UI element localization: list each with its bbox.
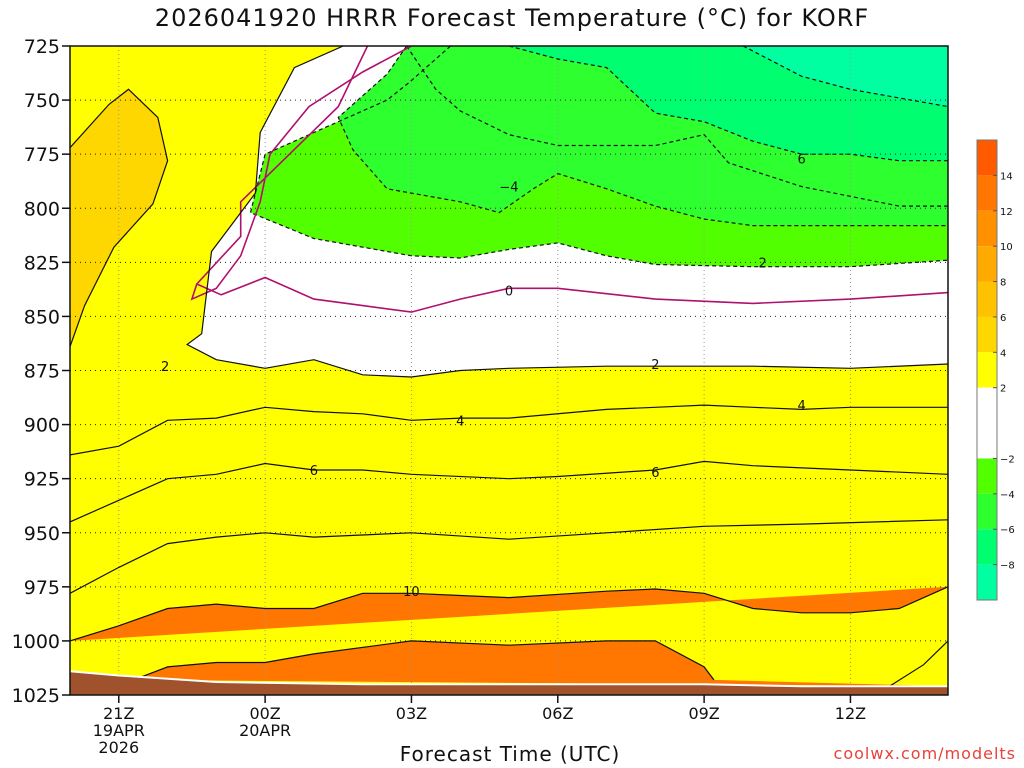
y-tick-label: 950: [24, 523, 60, 545]
isotherm-0: [190, 46, 412, 301]
colorbar-tick-label: −8: [1000, 561, 1015, 572]
contour-label: 2: [161, 360, 169, 375]
colorbar-tick-label: −2: [1000, 454, 1015, 465]
y-tick-label: 925: [24, 469, 60, 491]
contour-label: 6: [798, 152, 806, 167]
isotherm-2: [185, 46, 948, 378]
contour-label: 4: [798, 399, 806, 414]
x-tick-label: 03Z: [396, 704, 427, 723]
colorbar-segment: [977, 458, 997, 494]
x-tick-label: 12Z: [835, 704, 866, 723]
colorbar-segment: [977, 387, 997, 424]
isotherm-12: [133, 640, 715, 681]
grid-lines: [70, 45, 948, 696]
x-tick-label: 19APR: [93, 721, 145, 740]
colorbar-segment: [977, 493, 997, 530]
colorbar-segment: [977, 529, 997, 565]
isotherm-minus-6: [508, 46, 948, 162]
colorbar-segment: [977, 246, 997, 282]
credit-text: coolwx.com/modelts: [833, 744, 1016, 763]
contour-label: 2: [759, 256, 767, 271]
isotherm-8: [70, 519, 948, 594]
x-tick-label: 20APR: [239, 721, 291, 740]
y-tick-label: 1000: [12, 631, 60, 653]
colorbar-segment: [977, 564, 997, 600]
x-tick-label: 09Z: [688, 704, 719, 723]
isotherm-6: [70, 460, 948, 523]
contour-label: 2: [651, 358, 659, 373]
x-tick-label: 00Z: [249, 704, 280, 723]
fill-minus-8-10: [743, 46, 948, 107]
isotherm-4: [70, 404, 948, 456]
y-tick-label: 800: [24, 198, 60, 220]
colorbar-tick-label: 2: [1000, 384, 1006, 395]
y-tick-label: 900: [24, 415, 60, 437]
y-tick-label: 775: [24, 144, 60, 166]
colorbar-tick-label: 14: [1000, 171, 1013, 182]
x-tick-label: 21Z: [103, 704, 134, 723]
colorbar-segment: [977, 140, 997, 176]
y-tick-label: 825: [24, 252, 60, 274]
y-tick-label: 875: [24, 361, 60, 383]
contour-label: 0: [505, 284, 513, 299]
colorbar-tick-label: −6: [1000, 525, 1015, 536]
y-tick-label: 850: [24, 306, 60, 328]
isotherm-lines: [70, 46, 948, 687]
contour-label: 6: [310, 464, 318, 479]
fill-2-4: [70, 46, 948, 695]
ground-layer: [70, 670, 948, 695]
y-axis: 725 750 775 800 825 850 875 900 925 950 975 1000 102…: [12, 36, 70, 707]
colorbar-segment: [977, 316, 997, 353]
colorbar-segment: [977, 281, 997, 317]
colorbar-tick-label: 8: [1000, 278, 1006, 289]
x-tick-label: 2026: [98, 738, 139, 757]
isotherm-10: [70, 586, 948, 642]
colorbar: 14 12 10 8 6 4 2 −2 −4 −6 −8: [976, 139, 1015, 601]
y-tick-label: 975: [24, 577, 60, 599]
isotherm-0: [196, 276, 948, 313]
colorbar-tick-label: 4: [1000, 348, 1006, 359]
colorbar-frame: [976, 139, 998, 601]
x-axis-label: Forecast Time (UTC): [399, 742, 621, 766]
colorbar-tick-label: 6: [1000, 313, 1006, 324]
colorbar-tick-label: 12: [1000, 207, 1013, 218]
colorbar-tick-label: 10: [1000, 242, 1013, 253]
colorbar-segment: [977, 423, 997, 459]
isotherm-minus-6: [742, 46, 948, 108]
chart-title: 2026041920 HRRR Forecast Temperature (°C…: [154, 4, 870, 32]
x-tick-label: 06Z: [542, 704, 573, 723]
y-tick-label: 725: [24, 36, 60, 58]
fill-12-14-edge: [133, 640, 948, 687]
isotherm-minus-4: [337, 46, 948, 227]
colorbar-segment: [977, 352, 997, 388]
y-tick-label: 750: [24, 90, 60, 112]
colorbar-tick-label: −4: [1000, 490, 1015, 501]
contour-labels: 2 0 2 4 4 6 6 10 −4 6 2: [161, 152, 806, 600]
isotherm-4: [70, 88, 169, 347]
colorbar-segment: [977, 175, 997, 211]
colorbar-segment: [977, 210, 997, 247]
isotherm-12: [889, 640, 948, 687]
ground-edge: [70, 670, 948, 688]
y-tick-label: 1025: [12, 685, 60, 707]
contour-label: −4: [499, 181, 518, 196]
isotherm-minus-4: [406, 46, 948, 207]
contour-label: 6: [651, 466, 659, 481]
ground-fill: [70, 671, 948, 695]
contour-label: 10: [403, 585, 420, 600]
contour-label: 4: [456, 414, 464, 429]
